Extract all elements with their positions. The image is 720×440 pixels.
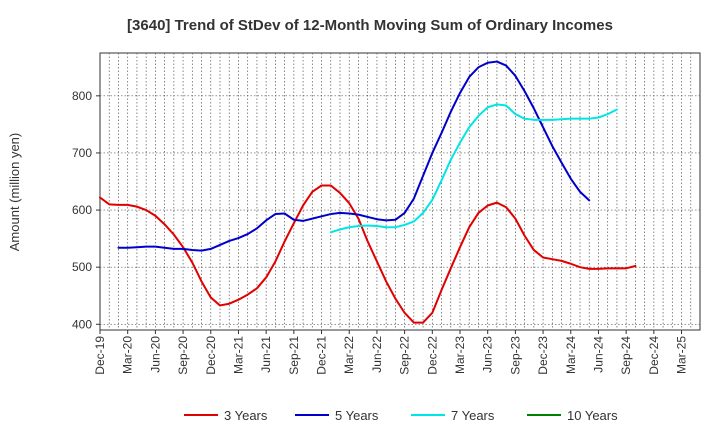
x-tick-label: Dec-19 — [93, 336, 107, 375]
x-tick-label: Mar-23 — [453, 336, 467, 374]
x-tick-label: Sep-20 — [176, 336, 190, 375]
x-tick-label: Dec-23 — [536, 336, 550, 375]
x-tick-label: Sep-22 — [398, 336, 412, 375]
x-tick-label: Jun-20 — [148, 336, 162, 373]
x-tick-label: Sep-23 — [508, 336, 522, 375]
legend-label-5-years: 5 Years — [335, 408, 379, 423]
y-axis-label: Amount (million yen) — [7, 133, 22, 252]
x-tick-label: Mar-22 — [342, 336, 356, 374]
x-tick-label: Mar-24 — [564, 336, 578, 374]
series-line-7-years — [329, 103, 618, 234]
plot-area — [99, 52, 701, 331]
x-tick-label: Mar-21 — [231, 336, 245, 374]
chart-title: [3640] Trend of StDev of 12-Month Moving… — [127, 17, 613, 34]
y-tick-label: 400 — [72, 317, 92, 331]
series-line-3-years — [99, 184, 637, 324]
x-tick-label: Jun-24 — [591, 336, 605, 373]
y-tick-label: 600 — [72, 203, 92, 217]
x-tick-label: Dec-21 — [315, 336, 329, 375]
x-tick-label: Dec-22 — [425, 336, 439, 375]
legend-label-3-years: 3 Years — [224, 408, 268, 423]
legend-label-10-years: 10 Years — [567, 408, 618, 423]
series-line-5-years — [117, 60, 591, 252]
x-tick-label: Jun-22 — [370, 336, 384, 373]
x-tick-label: Jun-23 — [481, 336, 495, 373]
x-tick-label: Jun-21 — [259, 336, 273, 373]
y-axis: 400 500 600 700 800 — [72, 89, 100, 331]
x-tick-label: Dec-24 — [647, 336, 661, 375]
grid — [100, 53, 700, 330]
x-tick-label: Mar-20 — [121, 336, 135, 374]
x-axis: Dec-19 Mar-20 Jun-20 Sep-20 Dec-20 Mar-21 Jun-… — [93, 330, 689, 375]
y-tick-label: 500 — [72, 260, 92, 274]
legend-label-7-years: 7 Years — [451, 408, 495, 423]
x-tick-label: Sep-24 — [619, 336, 633, 375]
y-tick-label: 700 — [72, 146, 92, 160]
series-lines — [99, 60, 637, 324]
x-tick-label: Sep-21 — [287, 336, 301, 375]
y-tick-label: 800 — [72, 89, 92, 103]
x-tick-label: Mar-25 — [675, 336, 689, 374]
legend: 3 Years 5 Years 7 Years 10 Years — [184, 408, 618, 423]
x-tick-label: Dec-20 — [204, 336, 218, 375]
